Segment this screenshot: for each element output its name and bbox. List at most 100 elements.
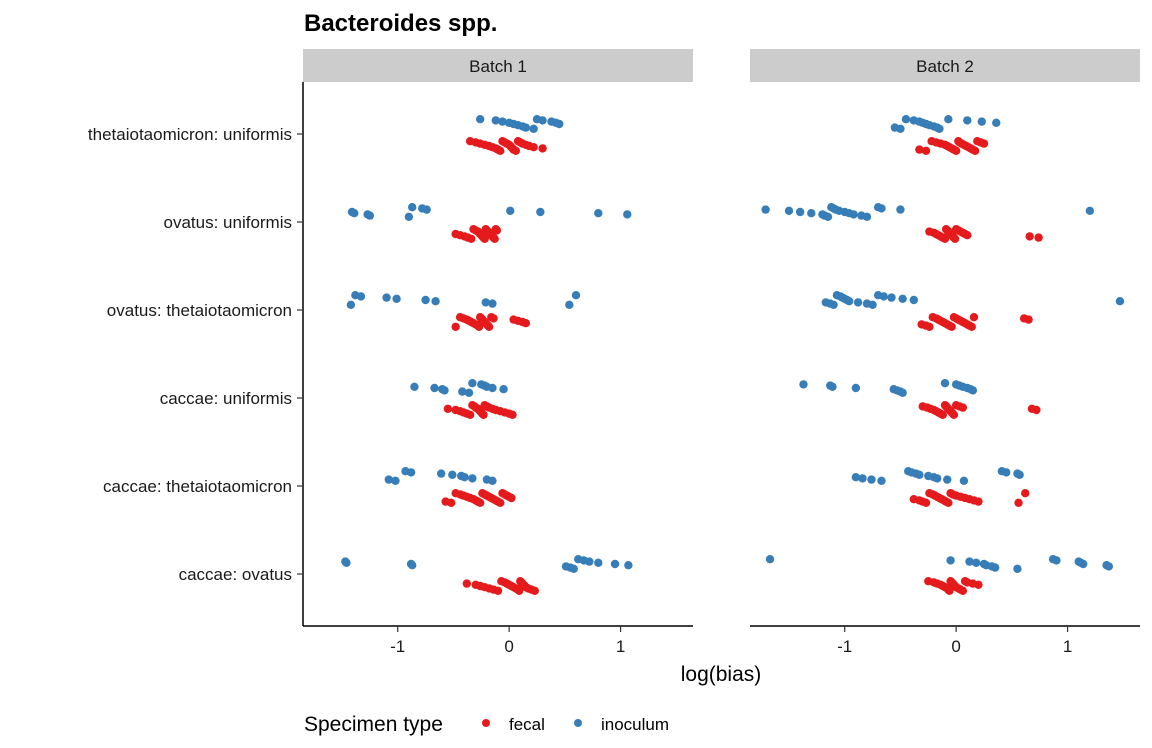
point-fecal — [474, 322, 484, 331]
point-fecal — [1032, 405, 1041, 415]
facet-panel-2: Batch 2 -1 0 1 — [750, 49, 1140, 656]
point-fecal — [969, 313, 979, 322]
point-fecal — [447, 498, 456, 507]
point-inoculum — [851, 383, 861, 393]
point-inoculum — [963, 116, 972, 125]
point-inoculum — [475, 115, 485, 124]
point-inoculum — [990, 563, 1000, 572]
y-tick-label: ovatus: uniformis — [164, 213, 293, 232]
point-inoculum — [851, 473, 861, 482]
point-fecal — [508, 410, 517, 419]
point-inoculum — [342, 558, 351, 567]
point-inoculum — [887, 293, 896, 302]
point-fecal — [947, 322, 956, 331]
point-inoculum — [521, 123, 531, 132]
point-inoculum — [404, 212, 414, 221]
point-fecal — [938, 410, 947, 419]
facets-layer: Batch 1 -1 0 1 Batch 2 -1 0 1 — [303, 49, 1140, 656]
point-inoculum — [898, 388, 907, 397]
point-inoculum — [408, 203, 417, 212]
point-inoculum — [506, 206, 515, 215]
point-inoculum — [868, 300, 877, 309]
point-inoculum — [896, 205, 905, 214]
point-inoculum — [879, 292, 888, 301]
point-inoculum — [1013, 564, 1022, 573]
point-fecal — [950, 234, 960, 243]
point-fecal — [496, 498, 505, 507]
point-inoculum — [350, 209, 359, 218]
point-inoculum — [1115, 297, 1125, 306]
point-inoculum — [795, 207, 805, 217]
point-inoculum — [529, 124, 538, 133]
point-fecal — [492, 226, 502, 235]
point-inoculum — [858, 474, 867, 483]
point-inoculum — [1085, 206, 1095, 215]
y-tick-label: caccae: thetaiotaomicron — [103, 477, 292, 496]
point-inoculum — [853, 298, 863, 307]
point-inoculum — [555, 119, 564, 129]
point-inoculum — [406, 468, 416, 477]
point-inoculum — [828, 382, 837, 391]
point-inoculum — [943, 475, 952, 484]
point-fecal — [490, 234, 499, 243]
point-fecal — [921, 146, 931, 155]
point-fecal — [974, 497, 983, 506]
point-fecal — [940, 234, 950, 243]
point-inoculum — [408, 561, 417, 570]
point-fecal — [479, 410, 488, 419]
point-fecal — [1025, 232, 1034, 241]
legend-label-inoculum: inoculum — [601, 715, 669, 734]
point-inoculum — [491, 116, 500, 125]
point-inoculum — [784, 206, 794, 215]
legend-label-fecal: fecal — [509, 715, 545, 734]
point-inoculum — [1015, 470, 1024, 479]
point-inoculum — [992, 118, 1001, 128]
x-tick-label: 1 — [1063, 637, 1072, 656]
point-inoculum — [867, 475, 876, 484]
point-fecal — [462, 579, 471, 588]
point-fecal — [949, 410, 959, 419]
point-fecal — [1021, 489, 1030, 498]
point-inoculum — [1002, 468, 1011, 477]
point-inoculum — [829, 300, 838, 309]
point-inoculum — [436, 469, 446, 478]
point-inoculum — [594, 209, 603, 218]
legend-key-fecal — [482, 719, 490, 727]
point-fecal — [925, 322, 934, 331]
point-inoculum — [464, 388, 474, 397]
point-inoculum — [972, 558, 981, 567]
point-inoculum — [909, 295, 918, 305]
point-fecal — [538, 144, 547, 153]
facet-strip — [750, 49, 1140, 82]
point-inoculum — [569, 564, 578, 573]
x-tick-label: 1 — [616, 637, 625, 656]
point-inoculum — [422, 205, 431, 214]
y-tick-labels: thetaiotaomicron: uniformis ovatus: unifo… — [88, 82, 304, 626]
point-inoculum — [765, 555, 775, 564]
facet-strip-label: Batch 1 — [469, 57, 527, 76]
point-fecal — [529, 143, 538, 152]
point-inoculum — [862, 212, 872, 221]
point-inoculum — [585, 557, 594, 566]
point-inoculum — [959, 476, 969, 485]
x-tick-label: 0 — [504, 637, 513, 656]
point-inoculum — [901, 115, 911, 124]
point-inoculum — [468, 379, 477, 388]
point-fecal — [493, 586, 503, 595]
point-inoculum — [571, 291, 581, 300]
point-fecal — [945, 586, 954, 595]
point-inoculum — [935, 124, 944, 133]
x-tick-label: -1 — [837, 637, 852, 656]
point-inoculum — [977, 117, 986, 126]
point-fecal — [974, 580, 983, 589]
point-inoculum — [610, 559, 620, 569]
point-fecal — [915, 145, 924, 154]
point-inoculum — [877, 476, 886, 485]
point-fecal — [530, 586, 539, 595]
legend-title: Specimen type — [304, 713, 443, 736]
point-inoculum — [898, 294, 907, 303]
point-inoculum — [799, 380, 808, 389]
point-inoculum — [1078, 559, 1088, 569]
point-inoculum — [421, 295, 430, 305]
